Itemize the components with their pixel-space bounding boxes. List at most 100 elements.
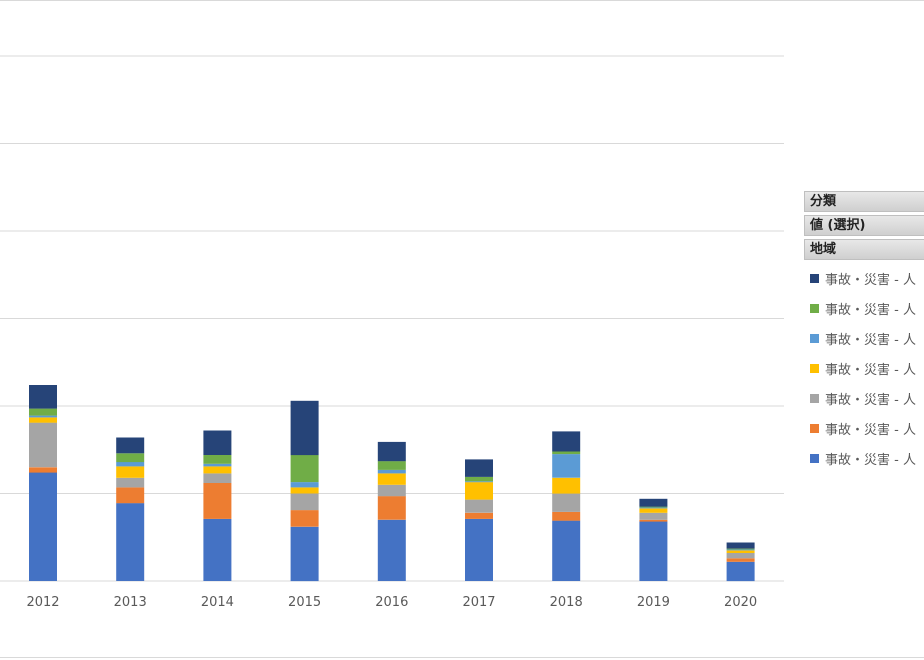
legend-label: 事故・災害 - 人 (825, 272, 916, 288)
bar-segment-2013-series-7[interactable] (116, 437, 145, 454)
bar-segment-2018-series-2[interactable] (552, 511, 581, 521)
x-tick-label: 2013 (114, 595, 147, 610)
bar-segment-2015-series-1[interactable] (290, 526, 319, 582)
legend-item[interactable]: 事故・災害 - 人 (810, 443, 924, 473)
bar-segment-2020-series-1[interactable] (726, 561, 755, 582)
bar-segment-2012-series-2[interactable] (29, 467, 57, 473)
bar-segment-2020-series-5[interactable] (726, 549, 755, 551)
bar-segment-2018-series-6[interactable] (552, 451, 581, 455)
legend: 事故・災害 - 人事故・災害 - 人事故・災害 - 人事故・災害 - 人事故・災… (810, 263, 924, 473)
bar-segment-2015-series-3[interactable] (290, 493, 319, 511)
bar-segment-2020-series-2[interactable] (726, 558, 755, 562)
legend-item[interactable]: 事故・災害 - 人 (810, 293, 924, 323)
bar-segment-2015-series-2[interactable] (290, 510, 319, 527)
bar-segment-2017-series-7[interactable] (465, 459, 493, 477)
pivot-field-region-button[interactable]: 地域 (804, 239, 924, 260)
bar-segment-2019-series-5[interactable] (639, 507, 668, 509)
legend-label: 事故・災害 - 人 (825, 302, 916, 318)
bar-segment-2016-series-2[interactable] (377, 496, 406, 520)
x-tick-label: 2016 (375, 595, 408, 610)
bar-segment-2018-series-5[interactable] (552, 454, 581, 478)
bar-segment-2020-series-3[interactable] (726, 553, 755, 559)
bar-segment-2017-series-5[interactable] (465, 481, 493, 483)
legend-swatch (810, 363, 819, 373)
legend-label: 事故・災害 - 人 (825, 392, 916, 408)
legend-swatch (810, 273, 819, 283)
bar-segment-2013-series-5[interactable] (116, 462, 145, 467)
legend-swatch (810, 333, 819, 343)
legend-label: 事故・災害 - 人 (825, 452, 916, 468)
bar-segment-2018-series-3[interactable] (552, 493, 581, 512)
bar-segment-2014-series-2[interactable] (203, 483, 232, 519)
bar-segment-2014-series-1[interactable] (203, 518, 232, 581)
x-tick-label: 2017 (462, 595, 495, 610)
legend-item[interactable]: 事故・災害 - 人 (810, 383, 924, 413)
bar-segment-2017-series-4[interactable] (465, 482, 493, 500)
bar-segment-2013-series-1[interactable] (116, 503, 145, 581)
bar-segment-2017-series-1[interactable] (465, 518, 493, 581)
bar-segment-2018-series-1[interactable] (552, 520, 581, 581)
bar-segment-2014-series-6[interactable] (203, 455, 232, 464)
legend-label: 事故・災害 - 人 (825, 332, 916, 348)
bar-segment-2013-series-4[interactable] (116, 466, 145, 478)
bar-segment-2016-series-5[interactable] (377, 469, 406, 474)
bar-segment-2014-series-4[interactable] (203, 466, 232, 474)
bar-segment-2019-series-7[interactable] (639, 498, 668, 507)
bar-segment-2019-series-3[interactable] (639, 512, 668, 520)
bar-segment-2020-series-7[interactable] (726, 542, 755, 549)
bar-segment-2016-series-7[interactable] (377, 441, 406, 462)
legend-item[interactable]: 事故・災害 - 人 (810, 413, 924, 443)
bar-segment-2019-series-4[interactable] (639, 508, 668, 513)
x-tick-label: 2018 (550, 595, 583, 610)
bar-segment-2014-series-7[interactable] (203, 430, 232, 456)
bar-segment-2013-series-6[interactable] (116, 453, 145, 463)
bar-segment-2015-series-6[interactable] (290, 455, 319, 483)
bar-segment-2017-series-6[interactable] (465, 476, 493, 482)
bar-segment-2012-series-5[interactable] (29, 415, 57, 418)
bar-segment-2012-series-3[interactable] (29, 422, 57, 468)
x-tick-label: 2014 (201, 595, 234, 610)
bar-segment-2014-series-3[interactable] (203, 473, 232, 483)
legend-swatch (810, 423, 819, 433)
bar-series (29, 385, 755, 582)
bar-segment-2017-series-2[interactable] (465, 512, 493, 519)
legend-swatch (810, 453, 819, 463)
bar-segment-2018-series-4[interactable] (552, 477, 581, 494)
pivot-field-category-button[interactable]: 分類 (804, 191, 924, 212)
bar-segment-2015-series-7[interactable] (290, 400, 319, 456)
bar-segment-2016-series-1[interactable] (377, 519, 406, 581)
bar-segment-2012-series-7[interactable] (29, 385, 57, 409)
bar-segment-2016-series-4[interactable] (377, 473, 406, 485)
bar-segment-2013-series-3[interactable] (116, 477, 145, 488)
x-tick-label: 2019 (637, 595, 670, 610)
bar-segment-2020-series-6[interactable] (726, 548, 755, 550)
bar-segment-2015-series-5[interactable] (290, 482, 319, 488)
bar-segment-2019-series-2[interactable] (639, 519, 668, 522)
bar-segment-2012-series-6[interactable] (29, 408, 57, 416)
legend-item[interactable]: 事故・災害 - 人 (810, 263, 924, 293)
bar-segment-2019-series-6[interactable] (639, 506, 668, 508)
bar-segment-2016-series-3[interactable] (377, 484, 406, 497)
legend-label: 事故・災害 - 人 (825, 422, 916, 438)
legend-item[interactable]: 事故・災害 - 人 (810, 323, 924, 353)
legend-item[interactable]: 事故・災害 - 人 (810, 353, 924, 383)
bar-segment-2019-series-1[interactable] (639, 521, 668, 582)
bar-segment-2015-series-4[interactable] (290, 487, 319, 494)
bar-segment-2014-series-5[interactable] (203, 463, 232, 467)
bar-segment-2012-series-4[interactable] (29, 417, 57, 423)
legend-swatch (810, 393, 819, 403)
x-tick-label: 2015 (288, 595, 321, 610)
x-axis-ticks: 2012 2013 2014 2015 2016 2017 2018 2019 2020 (26, 595, 757, 610)
bar-segment-2016-series-6[interactable] (377, 461, 406, 470)
bar-segment-2018-series-7[interactable] (552, 431, 581, 452)
legend-swatch (810, 303, 819, 313)
pivot-field-values-button[interactable]: 値 (選択) (804, 215, 924, 236)
x-tick-label: 2020 (724, 595, 757, 610)
chart-bottom-border (0, 657, 924, 658)
bar-segment-2012-series-1[interactable] (29, 472, 57, 582)
bar-segment-2013-series-2[interactable] (116, 487, 145, 504)
bar-segment-2017-series-3[interactable] (465, 499, 493, 513)
bar-segment-2020-series-4[interactable] (726, 550, 755, 553)
